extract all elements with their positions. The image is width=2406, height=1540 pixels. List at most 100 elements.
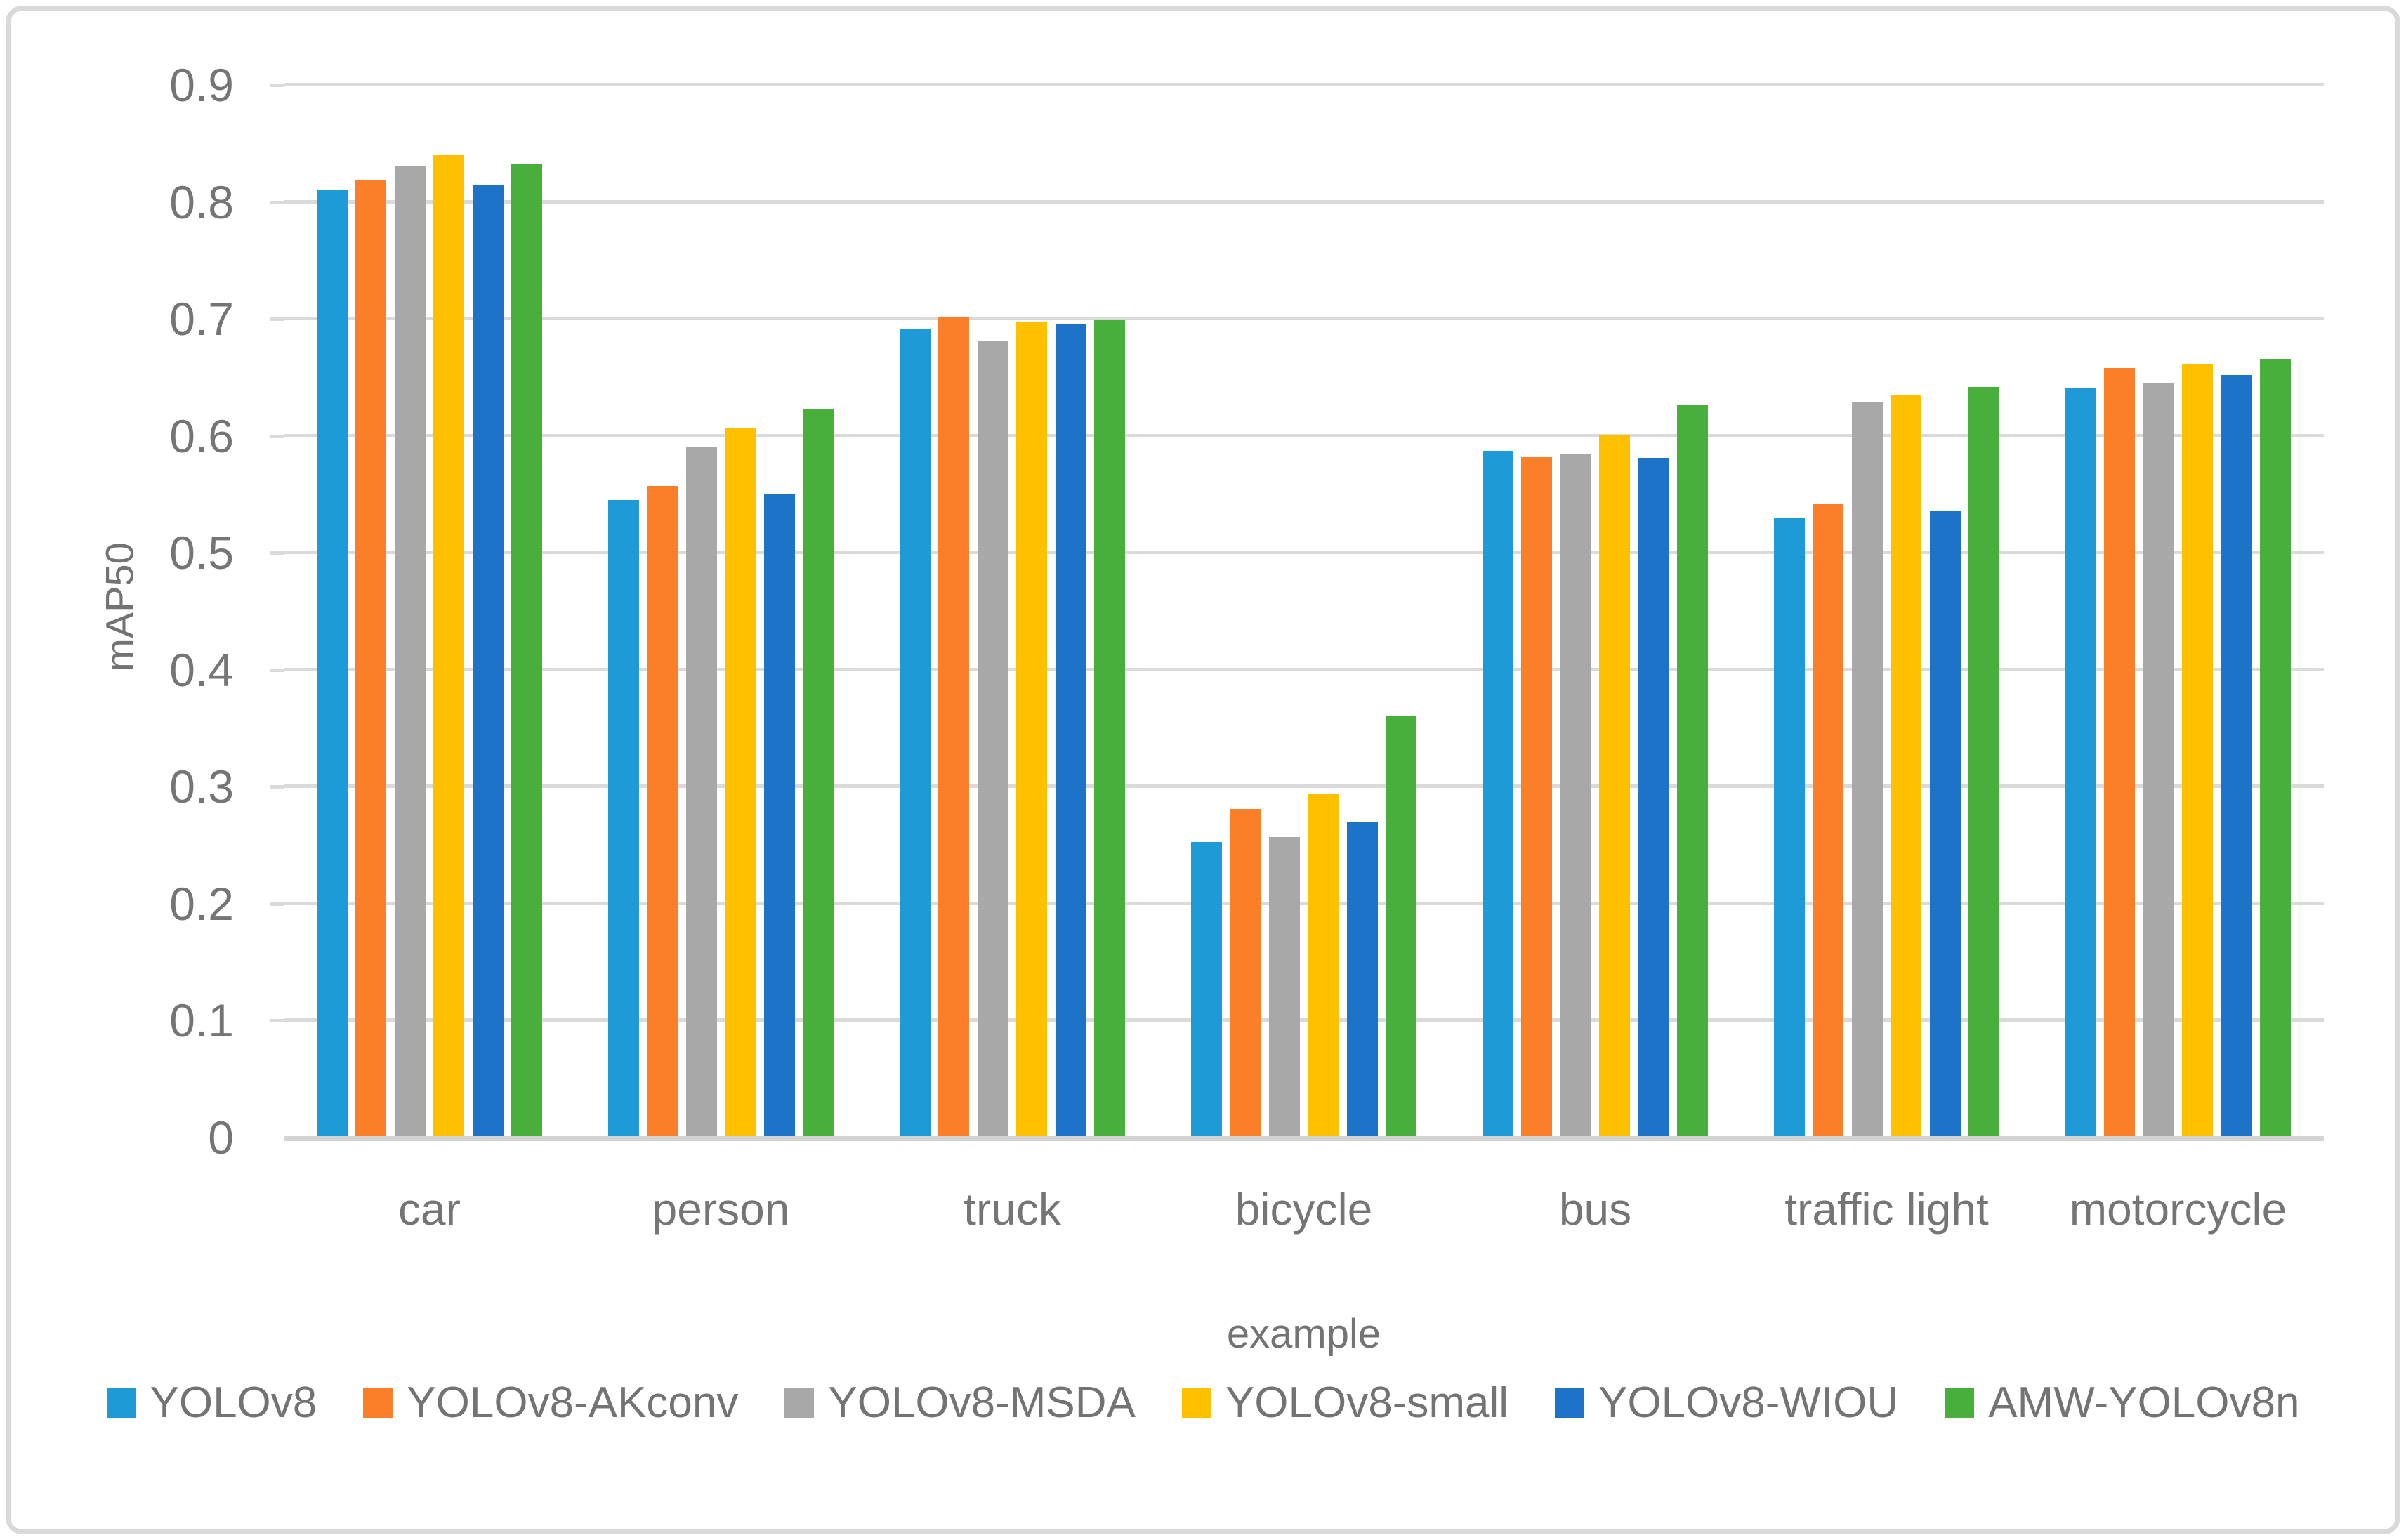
x-category-label-bus: bus bbox=[1558, 1184, 1632, 1235]
x-axis-line bbox=[284, 1136, 2324, 1141]
legend-item-YOLOv8-AKconv: YOLOv8-AKconv bbox=[363, 1378, 738, 1428]
gridline bbox=[284, 433, 2324, 437]
legend-label: YOLOv8-AKconv bbox=[407, 1378, 739, 1427]
bar-YOLOv8-WIOU-car bbox=[472, 185, 504, 1138]
legend-item-YOLOv8: YOLOv8 bbox=[106, 1378, 317, 1428]
bar-YOLOv8-small-traffic light bbox=[1891, 395, 1922, 1138]
bar-YOLOv8-AKconv-motorcycle bbox=[2104, 368, 2136, 1138]
y-tick-mark bbox=[270, 317, 284, 322]
bar-YOLOv8-MSDA-bicycle bbox=[1268, 836, 1300, 1138]
plot-area bbox=[284, 83, 2324, 1138]
bar-AMW-YOLOv8n-bicycle bbox=[1386, 715, 1417, 1138]
chart-legend: YOLOv8 YOLOv8-AKconv YOLOv8-MSDA YOLOv8-sma… bbox=[0, 1378, 2406, 1428]
gridline bbox=[284, 199, 2324, 204]
gridline bbox=[284, 83, 2324, 86]
y-tick-mark bbox=[270, 902, 284, 906]
y-tick-label-0.9: 0.9 bbox=[169, 59, 234, 111]
legend-item-AMW-YOLOv8n: AMW-YOLOv8n bbox=[1945, 1378, 2299, 1428]
gridline bbox=[284, 667, 2324, 671]
y-tick-mark bbox=[270, 1019, 284, 1023]
bar-YOLOv8-MSDA-person bbox=[685, 447, 717, 1138]
bar-YOLOv8-motorcycle bbox=[2065, 388, 2096, 1138]
y-tick-label-0.7: 0.7 bbox=[169, 293, 234, 345]
legend-item-YOLOv8-MSDA: YOLOv8-MSDA bbox=[784, 1378, 1136, 1428]
bar-AMW-YOLOv8n-car bbox=[511, 163, 543, 1138]
bar-YOLOv8-AKconv-bus bbox=[1521, 456, 1553, 1138]
bar-AMW-YOLOv8n-traffic light bbox=[1968, 386, 2000, 1138]
x-axis-title: example bbox=[1226, 1311, 1381, 1357]
y-tick-label-0.8: 0.8 bbox=[169, 176, 234, 228]
bar-YOLOv8-truck bbox=[899, 329, 931, 1138]
bar-YOLOv8-WIOU-motorcycle bbox=[2221, 375, 2252, 1138]
bar-YOLOv8-AKconv-person bbox=[647, 486, 678, 1138]
bar-YOLOv8-bicycle bbox=[1190, 841, 1222, 1138]
legend-swatch-icon bbox=[363, 1388, 393, 1418]
bar-YOLOv8-WIOU-traffic light bbox=[1929, 511, 1961, 1138]
y-tick-mark bbox=[270, 434, 284, 438]
bar-YOLOv8-AKconv-traffic light bbox=[1813, 504, 1844, 1138]
bar-YOLOv8-small-truck bbox=[1016, 322, 1048, 1138]
bar-YOLOv8-MSDA-bus bbox=[1560, 454, 1591, 1138]
bar-YOLOv8-WIOU-bus bbox=[1638, 458, 1669, 1138]
y-tick-label-0.2: 0.2 bbox=[169, 877, 234, 930]
gridline bbox=[284, 784, 2324, 789]
y-tick-label-0: 0 bbox=[208, 1112, 234, 1164]
x-category-label-car: car bbox=[398, 1184, 461, 1235]
bar-YOLOv8-small-bus bbox=[1599, 435, 1631, 1138]
gridline bbox=[284, 551, 2324, 555]
bar-YOLOv8-WIOU-bicycle bbox=[1346, 822, 1378, 1138]
y-tick-mark bbox=[270, 551, 284, 555]
bar-AMW-YOLOv8n-truck bbox=[1094, 320, 1126, 1138]
y-tick-label-0.3: 0.3 bbox=[169, 761, 234, 813]
bar-AMW-YOLOv8n-person bbox=[803, 409, 834, 1138]
bar-YOLOv8-AKconv-truck bbox=[938, 316, 970, 1138]
x-category-label-truck: truck bbox=[964, 1184, 1061, 1235]
y-tick-label-0.1: 0.1 bbox=[169, 994, 234, 1047]
bar-YOLOv8-traffic light bbox=[1773, 518, 1805, 1138]
legend-label: YOLOv8 bbox=[150, 1378, 317, 1427]
legend-swatch-icon bbox=[1181, 1388, 1211, 1418]
x-category-label-person: person bbox=[652, 1184, 790, 1235]
y-tick-label-0.6: 0.6 bbox=[169, 409, 234, 462]
gridline bbox=[284, 901, 2324, 905]
legend-label: AMW-YOLOv8n bbox=[1988, 1378, 2300, 1427]
bar-AMW-YOLOv8n-bus bbox=[1677, 405, 1709, 1138]
legend-label: YOLOv8-small bbox=[1225, 1378, 1509, 1427]
bar-YOLOv8-person bbox=[607, 500, 639, 1138]
y-tick-mark bbox=[270, 668, 284, 672]
gridline bbox=[284, 1018, 2324, 1022]
bar-AMW-YOLOv8n-motorcycle bbox=[2260, 358, 2292, 1138]
bar-YOLOv8-small-person bbox=[725, 428, 756, 1138]
bar-YOLOv8-small-motorcycle bbox=[2182, 364, 2214, 1138]
bar-YOLOv8-MSDA-car bbox=[394, 165, 426, 1138]
legend-swatch-icon bbox=[106, 1388, 136, 1418]
bar-YOLOv8-bus bbox=[1482, 451, 1513, 1138]
legend-item-YOLOv8-small: YOLOv8-small bbox=[1181, 1378, 1509, 1428]
gridline bbox=[284, 317, 2324, 321]
bar-YOLOv8-car bbox=[316, 190, 348, 1138]
bar-YOLOv8-MSDA-traffic light bbox=[1851, 402, 1883, 1138]
bar-YOLOv8-small-bicycle bbox=[1308, 794, 1339, 1138]
bar-YOLOv8-MSDA-motorcycle bbox=[2143, 383, 2174, 1138]
bar-YOLOv8-AKconv-car bbox=[355, 179, 387, 1138]
x-category-label-motorcycle: motorcycle bbox=[2069, 1184, 2287, 1235]
y-tick-mark bbox=[270, 785, 284, 789]
x-category-label-bicycle: bicycle bbox=[1235, 1184, 1373, 1235]
y-tick-mark bbox=[270, 84, 284, 87]
bar-YOLOv8-MSDA-truck bbox=[977, 341, 1008, 1138]
legend-label: YOLOv8-WIOU bbox=[1598, 1378, 1899, 1427]
x-category-label-traffic light: traffic light bbox=[1784, 1184, 1989, 1235]
y-tick-label-0.5: 0.5 bbox=[169, 527, 234, 579]
bar-YOLOv8-WIOU-person bbox=[763, 494, 795, 1138]
bar-YOLOv8-small-car bbox=[433, 154, 465, 1138]
bar-YOLOv8-AKconv-bicycle bbox=[1230, 808, 1261, 1138]
y-tick-label-0.4: 0.4 bbox=[169, 643, 234, 696]
legend-item-YOLOv8-WIOU: YOLOv8-WIOU bbox=[1555, 1378, 1898, 1428]
legend-swatch-icon bbox=[1555, 1388, 1585, 1418]
legend-swatch-icon bbox=[1945, 1388, 1975, 1418]
legend-swatch-icon bbox=[784, 1388, 815, 1418]
bar-YOLOv8-WIOU-truck bbox=[1055, 323, 1086, 1138]
y-tick-mark bbox=[270, 200, 284, 204]
legend-label: YOLOv8-MSDA bbox=[828, 1378, 1136, 1427]
